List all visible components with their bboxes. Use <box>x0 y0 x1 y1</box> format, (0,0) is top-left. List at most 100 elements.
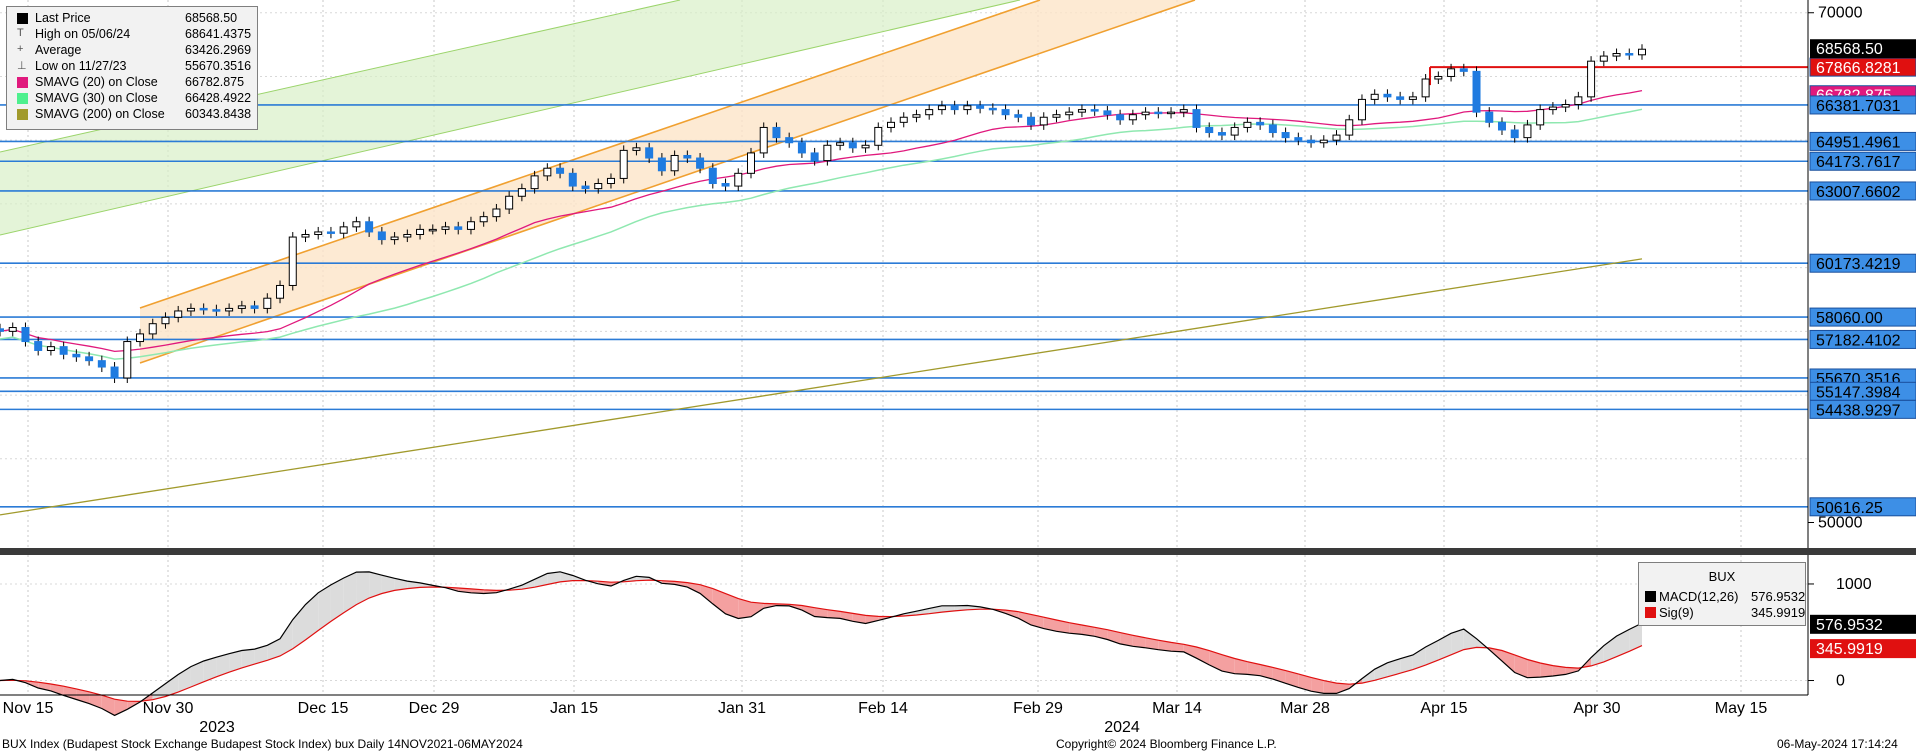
candle-body <box>1485 111 1494 123</box>
level-tag <box>1809 399 1916 419</box>
candle-body <box>326 231 335 234</box>
candle-body <box>645 147 654 159</box>
macd-tag-label: 576.9532 <box>1816 617 1883 634</box>
legend-glyph: ⊥ <box>17 60 27 72</box>
legend-value: 60343.8438 <box>185 107 252 121</box>
candle-body <box>581 185 590 190</box>
level-tag-label: 50616.25 <box>1816 500 1883 517</box>
candle-body <box>1128 114 1137 121</box>
macd-fill-segment <box>203 657 217 682</box>
candle-body <box>365 221 374 233</box>
candle-body <box>161 316 170 325</box>
x-tick-label: Dec 29 <box>409 700 460 717</box>
candle-body <box>1179 109 1188 113</box>
candle-body <box>1472 70 1481 113</box>
legend-swatch <box>17 13 28 24</box>
macd-fill-segment <box>152 683 166 700</box>
macd-fill-segment <box>1565 667 1579 675</box>
macd-fill-segment <box>190 661 204 687</box>
macd-fill-segment <box>229 650 242 673</box>
grid-lines <box>0 0 1808 695</box>
year-label: 2024 <box>1104 719 1140 736</box>
last-price-tag-label: 68568.50 <box>1816 41 1883 58</box>
macd-fill-segment <box>280 619 293 656</box>
macd-swatch <box>1645 591 1656 602</box>
candle-body <box>352 221 361 228</box>
green-channel-lower <box>0 0 1021 236</box>
macd-fill-segment <box>1005 610 1019 619</box>
candle-body <box>1268 124 1277 134</box>
legend-swatch <box>17 93 28 104</box>
candle-body <box>199 307 208 311</box>
macd-fill-segment <box>1183 644 1197 659</box>
macd-legend-title: BUX <box>1708 569 1736 584</box>
candle-body <box>683 154 692 159</box>
macd-fill-segment <box>1069 622 1082 635</box>
candle-body <box>428 228 437 232</box>
candle-body <box>263 297 272 309</box>
candle-body <box>1587 60 1596 98</box>
candle-body <box>1612 53 1621 57</box>
candle-body <box>416 228 425 235</box>
candle-body <box>339 226 348 234</box>
macd-fill-segment <box>1629 623 1642 652</box>
legend-label: SMAVG (200) on Close <box>35 107 165 121</box>
candle-body <box>899 116 908 123</box>
candle-body <box>1319 139 1328 144</box>
macd-fill-segment <box>1311 677 1324 694</box>
macd-fill-segment <box>1451 629 1464 655</box>
macd-fill-segment <box>369 571 382 598</box>
candle-body <box>1294 137 1303 141</box>
candle-body <box>148 323 157 335</box>
candle-body <box>1217 132 1226 136</box>
legend-swatch <box>17 77 28 88</box>
candle-body <box>505 195 514 210</box>
candle-body <box>390 236 399 241</box>
level-tag-label: 57182.4102 <box>1816 332 1901 349</box>
macd-fill-segment <box>1043 617 1057 632</box>
footer-timestamp: 06-May-2024 17:14:24 <box>1777 737 1898 751</box>
candle-body <box>1307 139 1316 144</box>
signal-tag <box>1810 639 1916 659</box>
macd-fill-segment <box>1031 614 1044 629</box>
level-tag-label: 60173.4219 <box>1816 256 1901 273</box>
candle-body <box>606 177 615 185</box>
level-tag <box>1809 307 1916 327</box>
macd-fill-segment <box>1591 645 1604 666</box>
candle-body <box>1001 109 1010 116</box>
candle-body <box>721 183 730 187</box>
candle-body <box>1523 124 1532 139</box>
x-tick-label: Mar 14 <box>1152 700 1202 717</box>
legend-value: 68641.4375 <box>185 27 252 41</box>
signal-legend-row: Sig(9) 345.9919 <box>1645 605 1805 621</box>
candle-body <box>1281 132 1290 139</box>
candle-body <box>887 121 896 128</box>
macd-fill-segment <box>1272 667 1286 684</box>
candle-body <box>1243 121 1252 128</box>
legend-row: ⊥ Low on 11/27/23 55670.3516 <box>11 59 255 74</box>
legend-row: SMAVG (20) on Close 66782.875 <box>11 75 255 90</box>
x-tick-label: Mar 28 <box>1280 700 1330 717</box>
macd-fill-segment <box>1018 611 1031 625</box>
legend-value: 63426.2969 <box>185 43 252 57</box>
candle-body <box>72 353 81 358</box>
legend-label: Last Price <box>35 11 91 25</box>
signal-swatch <box>1645 607 1656 618</box>
macd-fill-segment <box>916 608 930 615</box>
candle-body <box>1625 53 1634 56</box>
macd-fill-segment <box>1081 625 1095 637</box>
macd-fill-segment <box>827 609 841 619</box>
macd-fill-segment <box>1260 664 1273 680</box>
candle-body <box>874 126 883 146</box>
macd-fill-segment <box>394 578 408 591</box>
candle-body <box>925 109 934 116</box>
level-tag <box>1809 151 1916 171</box>
candle-body <box>1345 119 1354 136</box>
macd-fill-segment <box>725 593 739 619</box>
legend-value: 55670.3516 <box>185 59 252 73</box>
macd-legend-label: MACD(12,26) <box>1659 589 1739 604</box>
macd-fill-segment <box>1132 635 1146 648</box>
macd-panel <box>0 571 1643 717</box>
candle-body <box>8 327 17 332</box>
candle-body <box>1256 121 1265 126</box>
